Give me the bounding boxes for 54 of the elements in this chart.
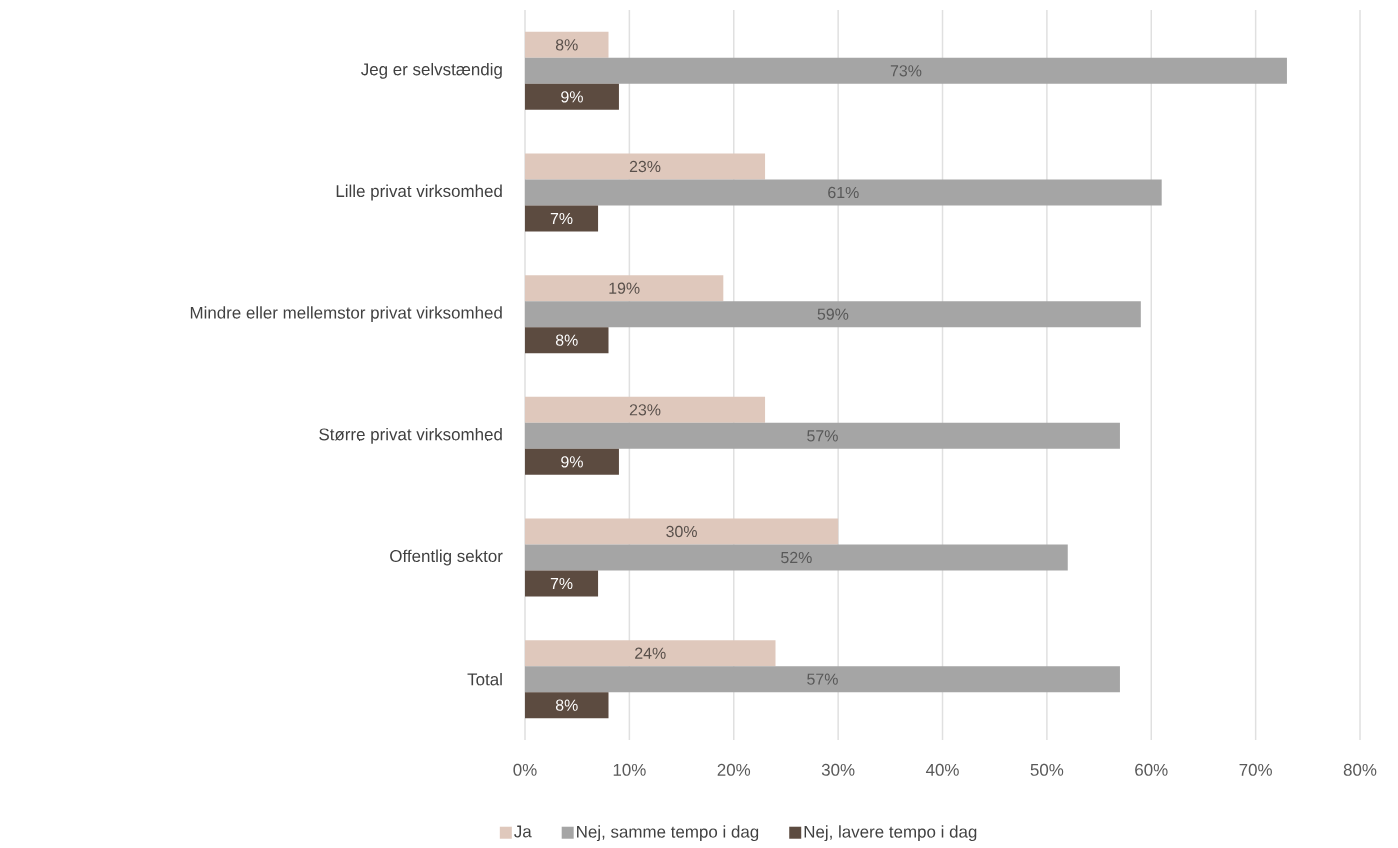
- x-tick-label: 40%: [925, 763, 959, 776]
- bar: [525, 275, 724, 302]
- data-label: 7%: [550, 212, 573, 225]
- bar: [525, 179, 1162, 206]
- data-label: 19%: [609, 282, 640, 294]
- x-tick-label: 20%: [717, 763, 751, 776]
- bar: [525, 396, 766, 423]
- data-label: 23%: [629, 404, 661, 416]
- y-tick-label: Total: [467, 672, 502, 686]
- bar: [525, 153, 766, 180]
- data-label: 57%: [807, 430, 838, 442]
- x-tick-label: 30%: [821, 763, 855, 776]
- data-label: 9%: [561, 91, 583, 103]
- y-tick-label: Lille privat virksomhed: [336, 184, 502, 201]
- bar: [525, 544, 1068, 571]
- bar: [525, 327, 609, 354]
- bar: [525, 205, 599, 232]
- bar: [525, 570, 599, 597]
- x-tick-label: 0%: [513, 763, 537, 776]
- legend-label: Nej, lavere tempo i dag: [804, 825, 977, 842]
- x-tick-label: 10%: [613, 763, 646, 776]
- data-label: 59%: [817, 308, 849, 320]
- data-label: 52%: [781, 551, 812, 564]
- data-label: 24%: [635, 647, 666, 659]
- data-label: 57%: [807, 673, 838, 685]
- bar: [525, 57, 1287, 84]
- data-label: 8%: [555, 699, 578, 711]
- x-tick-label: 70%: [1239, 763, 1272, 776]
- data-label: 30%: [666, 525, 697, 538]
- bar: [525, 422, 1120, 449]
- data-label: 8%: [555, 334, 578, 346]
- x-tick-label: 60%: [1135, 763, 1168, 776]
- x-tick-label: 80%: [1343, 763, 1377, 776]
- bar: [525, 666, 1120, 693]
- data-label: 61%: [828, 186, 859, 199]
- data-label: 73%: [890, 65, 922, 77]
- data-label: 8%: [555, 39, 578, 51]
- bar: [525, 31, 609, 58]
- y-tick-label: Større privat virksomhed: [319, 427, 502, 444]
- data-label: 7%: [550, 577, 573, 590]
- x-tick-label: 50%: [1030, 763, 1064, 776]
- y-tick-label: Jeg er selvstændig: [361, 62, 502, 79]
- y-tick-label: Offentlig sektor: [390, 549, 503, 566]
- data-label: 9%: [561, 456, 583, 468]
- bar: [525, 448, 619, 475]
- bar: [525, 518, 839, 545]
- y-tick-label: Mindre eller mellemstor privat virksomhed: [190, 306, 502, 323]
- bar: [525, 301, 1141, 328]
- bar: [525, 640, 776, 667]
- legend-label: Ja: [514, 825, 532, 838]
- legend-label: Nej, samme tempo i dag: [577, 825, 759, 842]
- bar: [525, 83, 619, 110]
- bar: [525, 692, 609, 719]
- data-label: 23%: [629, 160, 661, 173]
